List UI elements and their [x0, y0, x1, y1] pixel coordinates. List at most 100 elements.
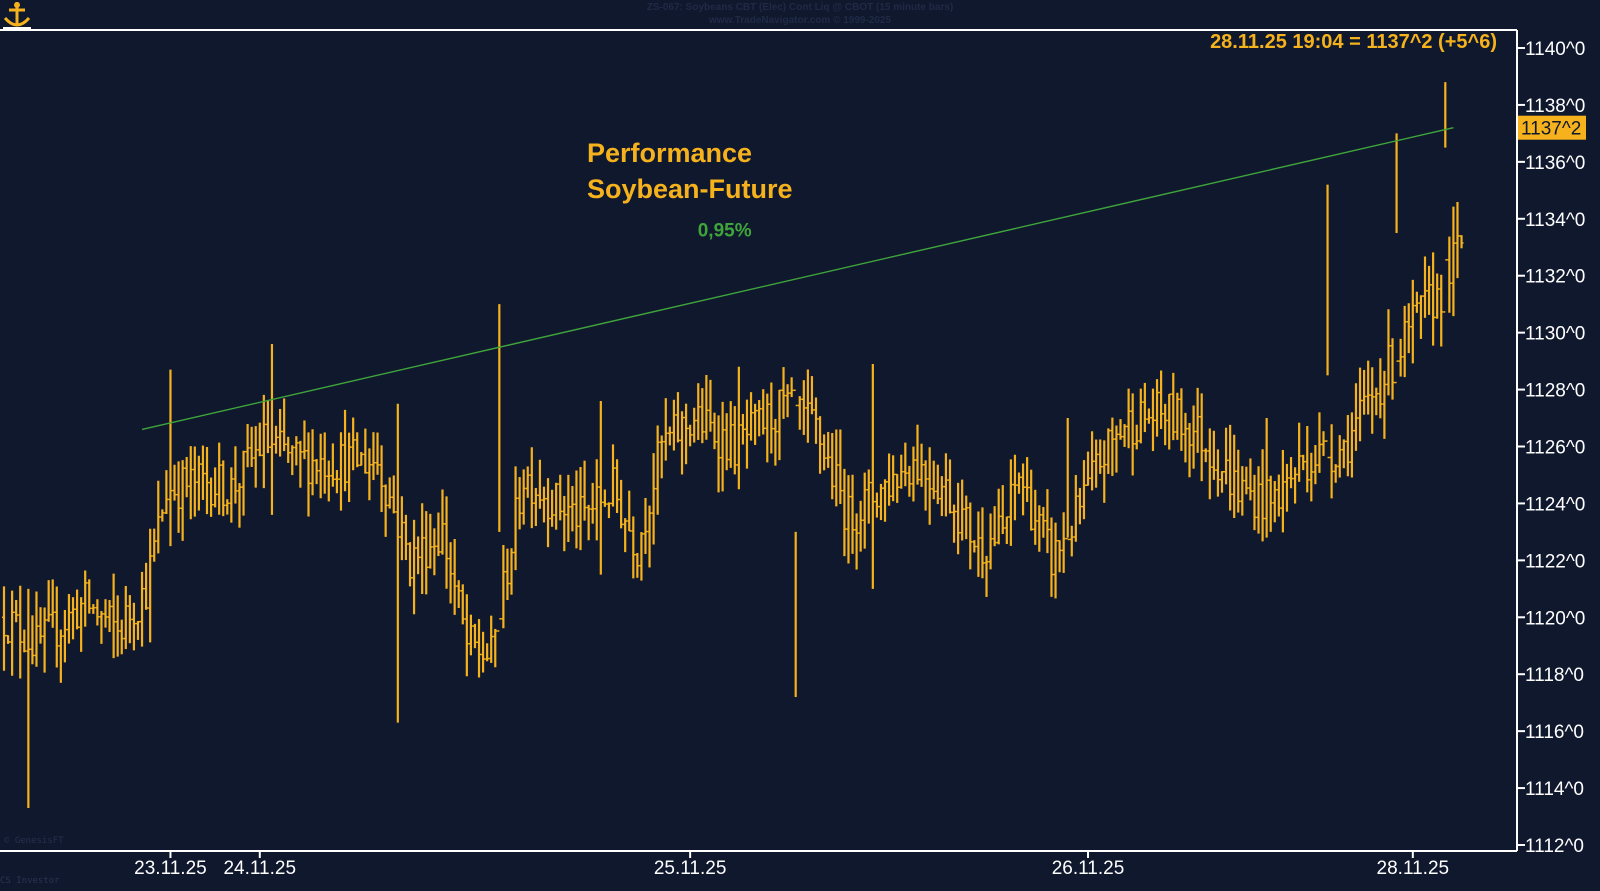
ohlc-bar	[846, 475, 851, 564]
y-tick-label: 1140^0	[1525, 39, 1585, 60]
ohlc-bar	[647, 505, 652, 568]
ohlc-bar	[1313, 445, 1318, 485]
ohlc-bar	[269, 344, 274, 515]
ohlc-bar	[838, 429, 843, 504]
ohlc-bar	[1248, 458, 1253, 501]
ohlc-bar	[1207, 428, 1212, 500]
ohlc-bar	[619, 479, 624, 529]
ohlc-bar	[826, 431, 831, 468]
ohlc-bar	[1224, 427, 1229, 485]
ohlc-bar	[1102, 440, 1107, 503]
ohlc-bar	[286, 436, 291, 463]
chart-title-line-1: Performance	[587, 138, 752, 168]
ohlc-bar	[732, 406, 737, 475]
ohlc-bar	[1215, 449, 1220, 497]
ohlc-bar	[1256, 466, 1261, 534]
ohlc-bar	[1418, 295, 1423, 339]
ohlc-bar	[582, 460, 587, 521]
ohlc-bar	[724, 413, 729, 471]
ohlc-bar	[160, 509, 165, 522]
ohlc-bar	[680, 411, 685, 475]
ohlc-bar	[1414, 291, 1419, 313]
ohlc-bar	[744, 399, 749, 469]
ohlc-bar	[58, 629, 63, 683]
header-subtitle: www.TradeNavigator.com © 1999-2025	[708, 15, 892, 26]
ohlc-bar	[822, 434, 827, 471]
ohlc-bar	[1386, 309, 1391, 396]
y-tick-label: 1134^0	[1525, 210, 1585, 231]
ohlc-bar	[923, 460, 928, 511]
ohlc-bar	[1435, 273, 1440, 319]
ohlc-bar	[1439, 274, 1444, 347]
ohlc-bar	[83, 570, 88, 627]
ohlc-bar	[1345, 415, 1350, 477]
ohlc-bar	[420, 503, 425, 595]
ohlc-bar	[830, 433, 835, 500]
ohlc-bar	[1094, 439, 1099, 488]
ohlc-bar	[359, 451, 364, 467]
y-tick-label: 1114^0	[1525, 779, 1584, 800]
ohlc-bar	[379, 445, 384, 513]
x-tick-label: 25.11.25	[654, 858, 727, 879]
ohlc-bar	[164, 470, 169, 514]
ohlc-bar	[1455, 201, 1460, 279]
ohlc-bar	[777, 389, 782, 461]
ohlc-bar	[1398, 338, 1403, 377]
ohlc-bar	[306, 432, 311, 517]
ohlc-bar	[253, 426, 258, 488]
ohlc-bar	[874, 492, 879, 518]
ohlc-bar	[115, 595, 120, 657]
y-tick-label: 1132^0	[1525, 267, 1585, 288]
ohlc-bar	[472, 623, 477, 649]
ohlc-bar	[781, 367, 786, 419]
price-bars	[2, 82, 1464, 808]
ohlc-bar	[1211, 430, 1216, 480]
ohlc-bar	[1142, 382, 1147, 433]
ohlc-bar	[899, 454, 904, 489]
ohlc-bar	[225, 499, 230, 515]
ohlc-bar	[1423, 256, 1427, 318]
ohlc-bar	[1045, 489, 1050, 554]
ohlc-bar	[623, 518, 628, 553]
ohlc-bar	[66, 594, 71, 644]
ohlc-bar	[282, 398, 287, 452]
ohlc-bar	[46, 580, 51, 622]
ohlc-bar	[322, 432, 327, 494]
ohlc-bar	[213, 467, 218, 508]
ohlc-bar	[1289, 457, 1294, 489]
ohlc-bar	[1236, 449, 1241, 513]
ohlc-bar	[477, 619, 482, 678]
ohlc-bar	[1175, 392, 1180, 440]
ohlc-bar	[1293, 467, 1298, 504]
ohlc-bar	[26, 588, 31, 808]
ohlc-bar	[1167, 393, 1172, 450]
ohlc-bar	[383, 484, 388, 537]
ohlc-bar	[200, 445, 205, 500]
ohlc-bar	[192, 446, 197, 517]
ohlc-bar	[1049, 517, 1054, 597]
ohlc-bar	[809, 376, 814, 415]
ohlc-bar	[1390, 338, 1395, 400]
ohlc-bar	[1017, 472, 1021, 494]
ohlc-bar	[566, 474, 571, 542]
credit: CS Investor	[0, 876, 60, 886]
ohlc-bar	[257, 422, 262, 457]
ohlc-bar	[1065, 418, 1070, 541]
ohlc-bar	[351, 417, 356, 471]
ohlc-bar	[1317, 412, 1322, 473]
ohlc-bar	[79, 597, 84, 652]
ohlc-bar	[152, 528, 157, 562]
ohlc-bar	[858, 500, 863, 552]
ohlc-bar	[75, 589, 80, 630]
ohlc-bar	[1187, 422, 1192, 478]
ohlc-bar	[663, 398, 668, 461]
ohlc-bar	[1358, 367, 1363, 442]
y-tick-label: 1124^0	[1525, 494, 1585, 515]
ohlc-bar	[1447, 236, 1452, 313]
trendline[interactable]	[141, 127, 1454, 431]
ohlc-bar	[326, 460, 331, 502]
ohlc-bar	[1118, 419, 1123, 440]
ohlc-bar	[1033, 489, 1038, 545]
ohlc-bar	[1195, 387, 1200, 453]
ohlc-bar	[659, 435, 664, 479]
